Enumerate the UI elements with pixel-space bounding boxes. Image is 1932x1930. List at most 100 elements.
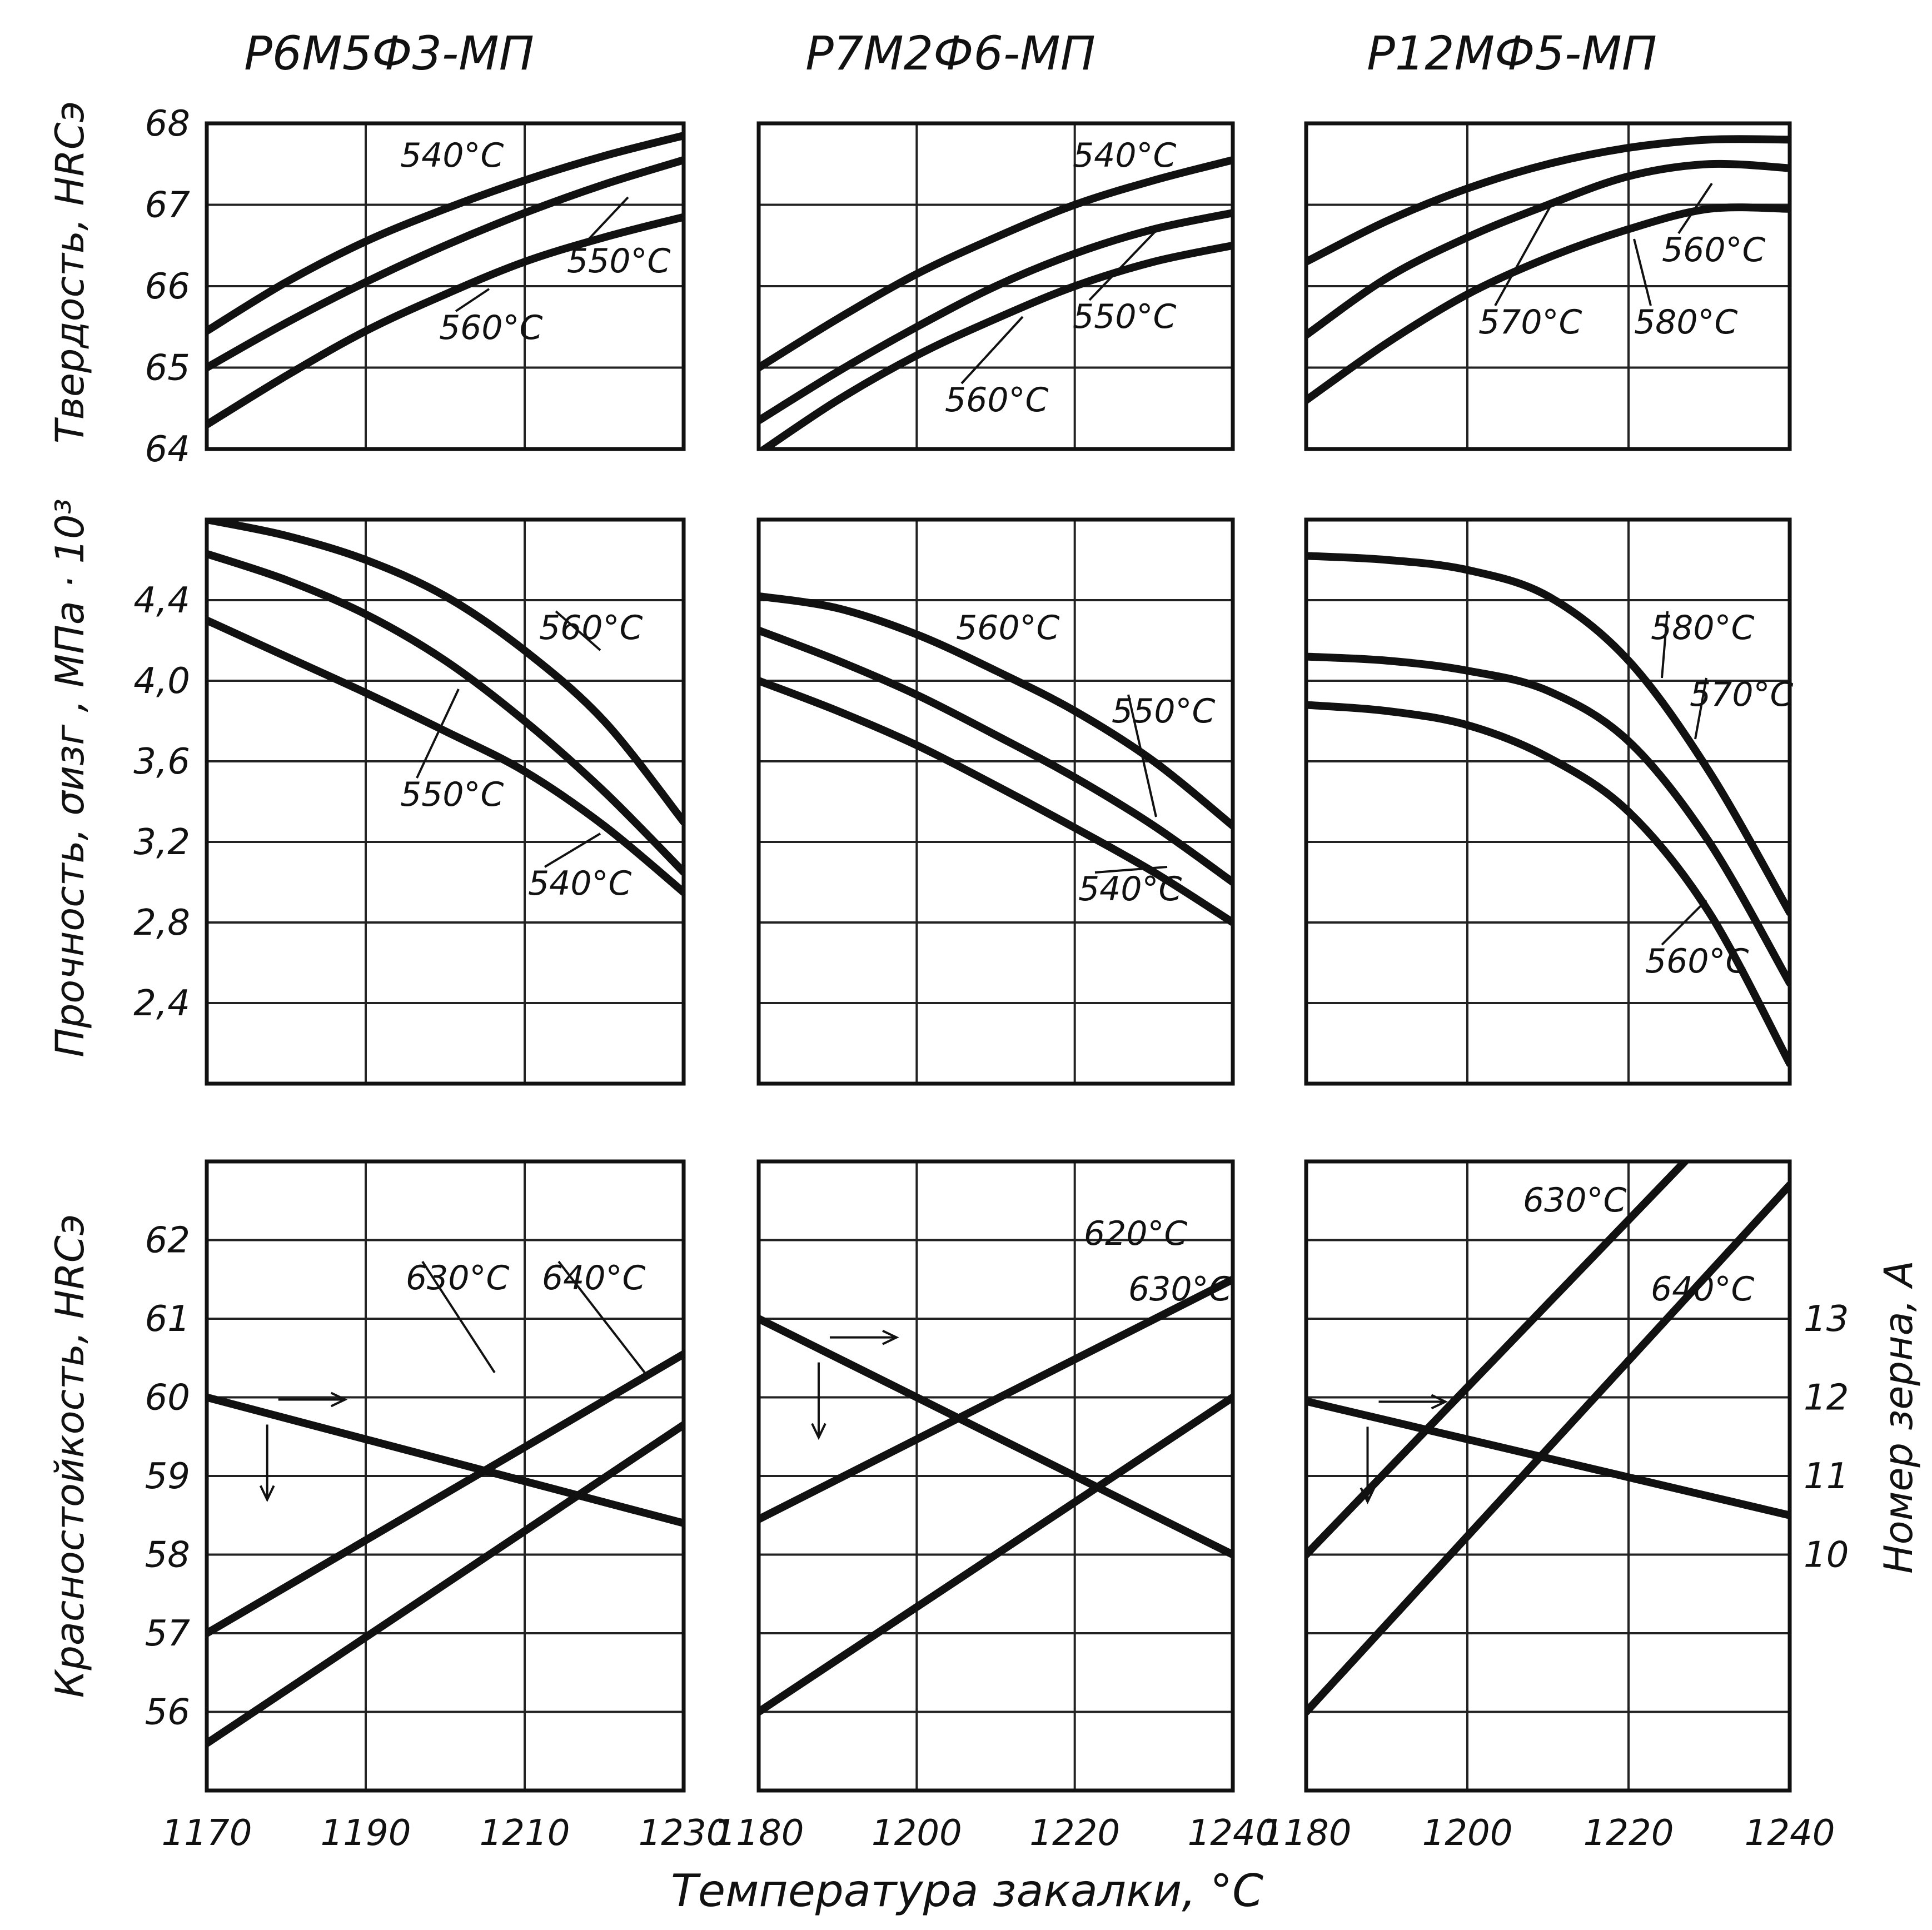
series-label: 560°С	[1662, 231, 1766, 270]
y-tick-label: 2,4	[133, 983, 190, 1024]
y-tick-label: 3,2	[133, 822, 190, 863]
series-group	[759, 1275, 1233, 1716]
y2-tick-label: 13	[1804, 1299, 1849, 1340]
x-tick-label: 1220	[1029, 1813, 1120, 1854]
series-line-550	[207, 550, 684, 876]
x-tick-label: 1190	[321, 1813, 411, 1854]
x-tick-label: 1180	[1261, 1813, 1352, 1854]
series-label: 580°С	[1634, 303, 1738, 342]
arrow-down-icon	[811, 1362, 826, 1440]
series-label: 630°С	[406, 1259, 510, 1298]
plot-frame	[1304, 1159, 1792, 1793]
leader-line	[544, 832, 601, 868]
series-label: 560°С	[956, 609, 1060, 647]
y2-tick-label: 11	[1804, 1456, 1849, 1497]
series-label: 620°С	[1084, 1214, 1188, 1253]
series-label: 640°С	[542, 1259, 646, 1298]
panel-red-hardness-1: 630°С 640°С 1170 1190 1210 1230 62 61 60 59 58 57 56	[145, 1159, 729, 1854]
panel-red-hardness-3: 630°С 640°С 1180 1200 1220 1240 13 12 11 10	[1261, 1159, 1849, 1854]
series-label: 550°С	[1112, 692, 1216, 731]
plot-frame	[756, 121, 1235, 451]
plot-frame	[756, 1159, 1235, 1793]
x-tick-label: 1170	[162, 1813, 252, 1854]
series-line-540	[759, 156, 1233, 372]
series-line-560	[207, 520, 684, 826]
leader-line	[1694, 677, 1707, 740]
leader-line	[1677, 182, 1713, 235]
series-label: 570°С	[1478, 303, 1582, 342]
plot-frame	[1304, 517, 1792, 1086]
y-tick-label: 2,8	[133, 902, 190, 944]
series-line-550	[759, 626, 1233, 886]
series-group	[1306, 135, 1790, 405]
leader-line	[1661, 899, 1707, 946]
y-tick-label: 57	[145, 1613, 191, 1654]
panel-hardness-1: 540°С 550°С 560°С 68 67 66 65 64	[145, 103, 686, 470]
series-label: 540°С	[400, 136, 504, 175]
leader-line	[416, 689, 460, 779]
leader-line	[1494, 205, 1552, 306]
series-line-630	[207, 1350, 684, 1637]
arrow-right-icon	[278, 1392, 348, 1408]
series-line-580	[1306, 552, 1790, 916]
arrow-right-icon	[829, 1329, 899, 1345]
x-tick-label: 1240	[1745, 1813, 1835, 1854]
series-line-580	[1306, 203, 1790, 405]
series-line-560	[759, 241, 1233, 449]
series-group	[207, 520, 684, 896]
series-group	[759, 592, 1233, 926]
series-line-540	[207, 131, 684, 335]
series-line-570	[1306, 159, 1790, 339]
series-line-560	[1306, 701, 1790, 1068]
y-tick-label: 56	[145, 1692, 190, 1733]
plot-frame	[205, 517, 686, 1086]
panel-hardness-3: 560°С 570°С 580°С	[1304, 121, 1792, 451]
series-label: 540°С	[1073, 136, 1177, 175]
series-label: 550°С	[400, 775, 504, 814]
series-label: 540°С	[1078, 870, 1182, 909]
y-tick-label: 60	[145, 1378, 190, 1419]
x-tick-label: 1200	[1422, 1813, 1513, 1854]
x-tick-label: 1200	[872, 1813, 962, 1854]
series-line-grain	[1306, 1397, 1790, 1519]
y-axis-title-strength: Прочность, σизг , МПа · 10³	[47, 498, 93, 1057]
series-line-grain	[207, 1393, 684, 1527]
y-tick-label: 4,0	[133, 661, 190, 702]
plot-frame	[756, 517, 1235, 1086]
series-label: 540°С	[528, 864, 632, 903]
series-label: 570°С	[1690, 675, 1794, 714]
y-tick-label: 62	[145, 1220, 190, 1261]
series-group	[207, 131, 684, 429]
series-line-560	[1306, 135, 1790, 266]
series-label: 630°С	[1523, 1181, 1627, 1220]
leader-line	[555, 610, 601, 651]
leader-line	[1127, 694, 1157, 817]
y-tick-label: 67	[145, 185, 191, 226]
series-label: 550°С	[1073, 297, 1177, 336]
plot-frame	[1304, 121, 1792, 451]
series-label: 550°С	[567, 242, 671, 281]
y-axis-title-hardness: Твердость, HRCэ	[47, 101, 93, 443]
series-line-560	[759, 592, 1233, 830]
y-tick-label: 66	[145, 266, 190, 307]
series-group	[759, 156, 1233, 449]
y-axis-title-red-hardness: Красностойкость, HRCэ	[47, 1214, 93, 1698]
series-line-540	[207, 616, 684, 896]
y-axis-title-grain: Номер зерна, А	[1876, 1260, 1921, 1574]
leader-line	[1633, 238, 1652, 306]
y-tick-label: 68	[145, 103, 190, 144]
x-tick-label: 1210	[480, 1813, 570, 1854]
series-line-550	[207, 156, 684, 372]
column-title-2: Р7М2Ф6-МП	[805, 26, 1096, 81]
leader-line	[960, 316, 1024, 385]
leader-line	[1088, 230, 1157, 301]
x-axis-title: Температура закалки, °С	[671, 1865, 1263, 1917]
series-label: 640°С	[1651, 1270, 1755, 1309]
y-tick-label: 59	[145, 1456, 190, 1497]
panel-red-hardness-2: 620°С 630°С 1180 1200 1220 1240	[714, 1159, 1278, 1854]
column-title-1: Р6М5Ф3-МП	[244, 26, 534, 81]
column-title-3: Р12МФ5-МП	[1367, 26, 1657, 81]
